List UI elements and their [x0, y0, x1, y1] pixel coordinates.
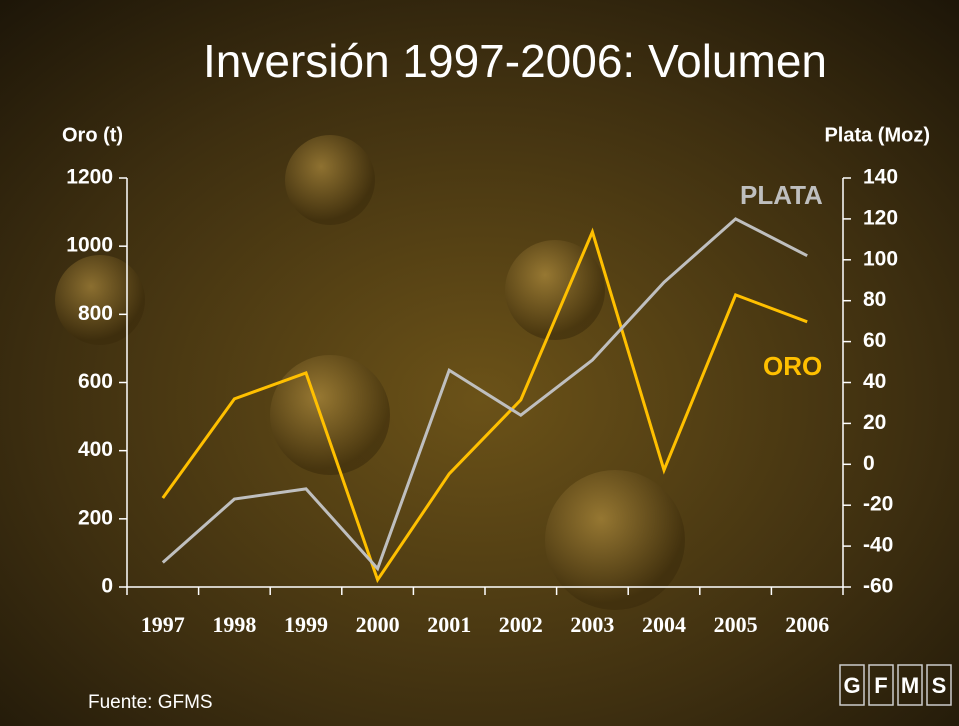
x-tick-label: 2004: [642, 612, 686, 637]
y2-tick-label: 60: [863, 329, 886, 352]
y-tick-label: 400: [78, 438, 113, 461]
x-tick-label: 2001: [427, 612, 471, 637]
logo-letter: S: [932, 673, 947, 698]
y2-tick-label: 120: [863, 206, 898, 229]
y2-tick-label: 140: [863, 166, 898, 189]
series-label: PLATA: [740, 180, 823, 210]
x-tick-label: 2002: [499, 612, 543, 637]
y-tick-label: 0: [101, 575, 113, 598]
y-tick-label: 600: [78, 370, 113, 393]
logo-letter: F: [874, 673, 887, 698]
y2-tick-label: 100: [863, 247, 898, 270]
x-tick-label: 2003: [570, 612, 614, 637]
y-tick-label: 200: [78, 506, 113, 529]
y2-tick-label: 40: [863, 370, 886, 393]
x-tick-label: 1999: [284, 612, 328, 637]
x-tick-label: 2006: [785, 612, 829, 637]
logo-box: [926, 664, 952, 706]
series-label: ORO: [763, 351, 822, 381]
logo-letter: G: [843, 673, 860, 698]
y-tick-label: 1200: [66, 166, 113, 189]
title: Inversión 1997-2006: Volumen: [203, 35, 827, 87]
y2-tick-label: -40: [863, 534, 893, 557]
decoration: [55, 135, 685, 610]
x-tick-label: 2000: [356, 612, 400, 637]
y2-tick-label: -20: [863, 493, 893, 516]
y2-axis-label: Plata (Moz): [824, 124, 930, 146]
logo-box: [868, 664, 894, 706]
y2-tick-label: 20: [863, 411, 886, 434]
y2-tick-label: 0: [863, 452, 875, 475]
logo-box: [897, 664, 923, 706]
logo-box: [839, 664, 865, 706]
logo-letter: M: [901, 673, 919, 698]
y-tick-label: 1000: [66, 234, 113, 257]
y-axis-label: Oro (t): [62, 124, 123, 146]
x-tick-label: 2005: [714, 612, 758, 637]
x-tick-label: 1998: [212, 612, 256, 637]
y2-tick-label: 80: [863, 288, 886, 311]
source: Fuente: GFMS: [88, 692, 213, 713]
series-line: [161, 227, 808, 584]
y2-tick-label: -60: [863, 575, 893, 598]
x-tick-label: 1997: [141, 612, 185, 637]
y-tick-label: 800: [78, 302, 113, 325]
series-line: [161, 217, 808, 572]
